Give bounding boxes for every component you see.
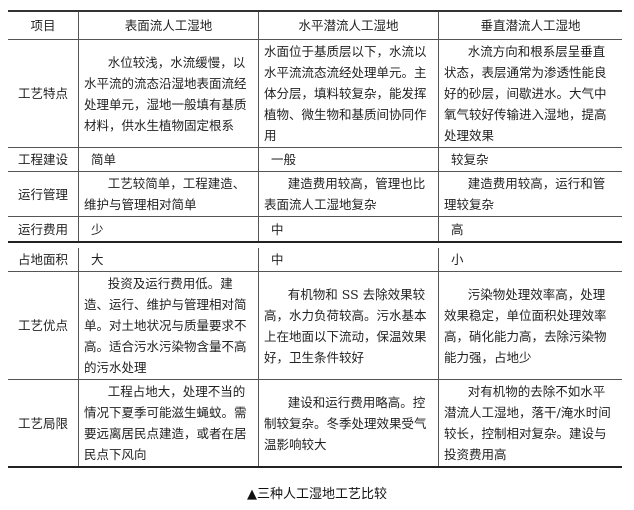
cell-surface: 投资及运行费用低。建造、运行、维护与管理相对简单。对土地状况与质量要求不高。适合… (78, 272, 258, 379)
header-vertical-subsurface: 垂直潜流人工湿地 (438, 12, 622, 39)
header-item: 项目 (30, 18, 56, 33)
row-label: 运行费用 (17, 221, 68, 237)
table-row: 工程建设 简单 一般 较复杂 (8, 148, 622, 172)
cell-text: 投资及运行费用低。建造、运行、维护与管理相对简单。对土地状况与质量要求不高。适合… (84, 276, 247, 375)
cell-surface: 少 (78, 217, 258, 241)
row-label: 工艺特点 (17, 86, 68, 101)
cell-surface: 工程占地大，处理不当的情况下夏季可能滋生蝇蚊。需要远离居民点建造，或者在居民点下… (78, 380, 258, 466)
cell-horizontal: 有机物和 SS 去除效果较高，水力负荷较高。污水基本上在地面以下流动，保温效果好… (258, 272, 438, 379)
table-header-row: 项目 表面流人工湿地 水平潜流人工湿地 垂直潜流人工湿地 (8, 10, 622, 40)
cell-vertical: 高 (438, 217, 622, 241)
cell-horizontal: 建设和运行费用略高。控制较复杂。冬季处理效果受气温影响较大 (258, 380, 438, 466)
row-label: 工程建设 (17, 152, 68, 167)
cell-surface: 简单 (78, 148, 258, 171)
cell-text: 建造费用较高，管理也比表面流人工湿地复杂 (264, 176, 426, 212)
cell-text: 建设和运行费用略高。控制较复杂。冬季处理效果受气温影响较大 (264, 394, 427, 452)
cell-text: 建造费用较高，运行和管理较复杂 (444, 176, 606, 212)
table-row: 运行费用 少 中 高 (8, 217, 622, 243)
cell-surface: 工艺较简单，工程建造、维护与管理相对简单 (78, 172, 258, 216)
cell-horizontal: 中 (258, 248, 438, 271)
cell-horizontal: 一般 (258, 148, 438, 171)
cell-text: 水流方向和根系层呈垂直状态，表层通常为渗透性能良好的砂层，间歇进水。大气中氧气较… (444, 44, 607, 143)
cell-text: 水位较浅，水流缓慢，以水平流的流态沿湿地表面流经处理单元，湿地一般填有基质材料，… (84, 54, 247, 133)
cell-vertical: 污染物处理效率高，处理效果稳定，单位面积处理效率高，硝化能力高，去除污染物能力强… (438, 272, 622, 379)
table-row: 工艺局限 工程占地大，处理不当的情况下夏季可能滋生蝇蚊。需要远离居民点建造，或者… (8, 380, 622, 468)
row-label: 工艺局限 (17, 415, 68, 431)
table-row: 工艺特点 水位较浅，水流缓慢，以水平流的流态沿湿地表面流经处理单元，湿地一般填有… (8, 40, 622, 148)
table-caption: ▲三种人工湿地工艺比较 (247, 487, 387, 502)
cell-text: 水面位于基质层以下，水流以水平流流态流经处理单元。主体分层，填料较复杂，能发挥植… (264, 44, 427, 143)
header-horizontal-subsurface: 水平潜流人工湿地 (258, 12, 438, 39)
cell-horizontal: 中 (258, 217, 438, 241)
header-surface-flow: 表面流人工湿地 (78, 12, 258, 39)
cell-vertical: 对有机物的去除不如水平潜流人工湿地，落干/淹水时间较长，控制相对复杂。建设与投资… (438, 380, 622, 466)
cell-text: 污染物处理效率高，处理效果稳定，单位面积处理效率高，硝化能力高，去除污染物能力强… (444, 286, 607, 365)
cell-vertical: 小 (438, 248, 622, 271)
table-row: 运行管理 工艺较简单，工程建造、维护与管理相对简单 建造费用较高，管理也比表面流… (8, 172, 622, 217)
cell-text: 工程占地大，处理不当的情况下夏季可能滋生蝇蚊。需要远离居民点建造，或者在居民点下… (84, 384, 247, 462)
cell-text: 工艺较简单，工程建造、维护与管理相对简单 (84, 176, 246, 212)
cell-surface: 水位较浅，水流缓慢，以水平流的流态沿湿地表面流经处理单元，湿地一般填有基质材料，… (78, 40, 258, 147)
row-label: 运行管理 (17, 186, 68, 202)
comparison-table: 项目 表面流人工湿地 水平潜流人工湿地 垂直潜流人工湿地 工艺特点 水位较浅，水… (8, 0, 622, 468)
cell-text: 有机物和 SS 去除效果较高，水力负荷较高。污水基本上在地面以下流动，保温效果好… (264, 286, 427, 365)
cell-vertical: 水流方向和根系层呈垂直状态，表层通常为渗透性能良好的砂层，间歇进水。大气中氧气较… (438, 40, 622, 147)
table-row: 工艺优点 投资及运行费用低。建造、运行、维护与管理相对简单。对土地状况与质量要求… (8, 272, 622, 380)
table-row: 占地面积 大 中 小 (8, 248, 622, 272)
cell-horizontal: 建造费用较高，管理也比表面流人工湿地复杂 (258, 172, 438, 216)
row-label: 工艺优点 (17, 318, 68, 333)
cell-horizontal: 水面位于基质层以下，水流以水平流流态流经处理单元。主体分层，填料较复杂，能发挥植… (258, 40, 438, 147)
cell-surface: 大 (78, 248, 258, 271)
cell-text: 对有机物的去除不如水平潜流人工湿地，落干/淹水时间较长，控制相对复杂。建设与投资… (444, 384, 611, 462)
cell-vertical: 较复杂 (438, 148, 622, 171)
row-label: 占地面积 (17, 252, 68, 267)
cell-vertical: 建造费用较高，运行和管理较复杂 (438, 172, 622, 216)
